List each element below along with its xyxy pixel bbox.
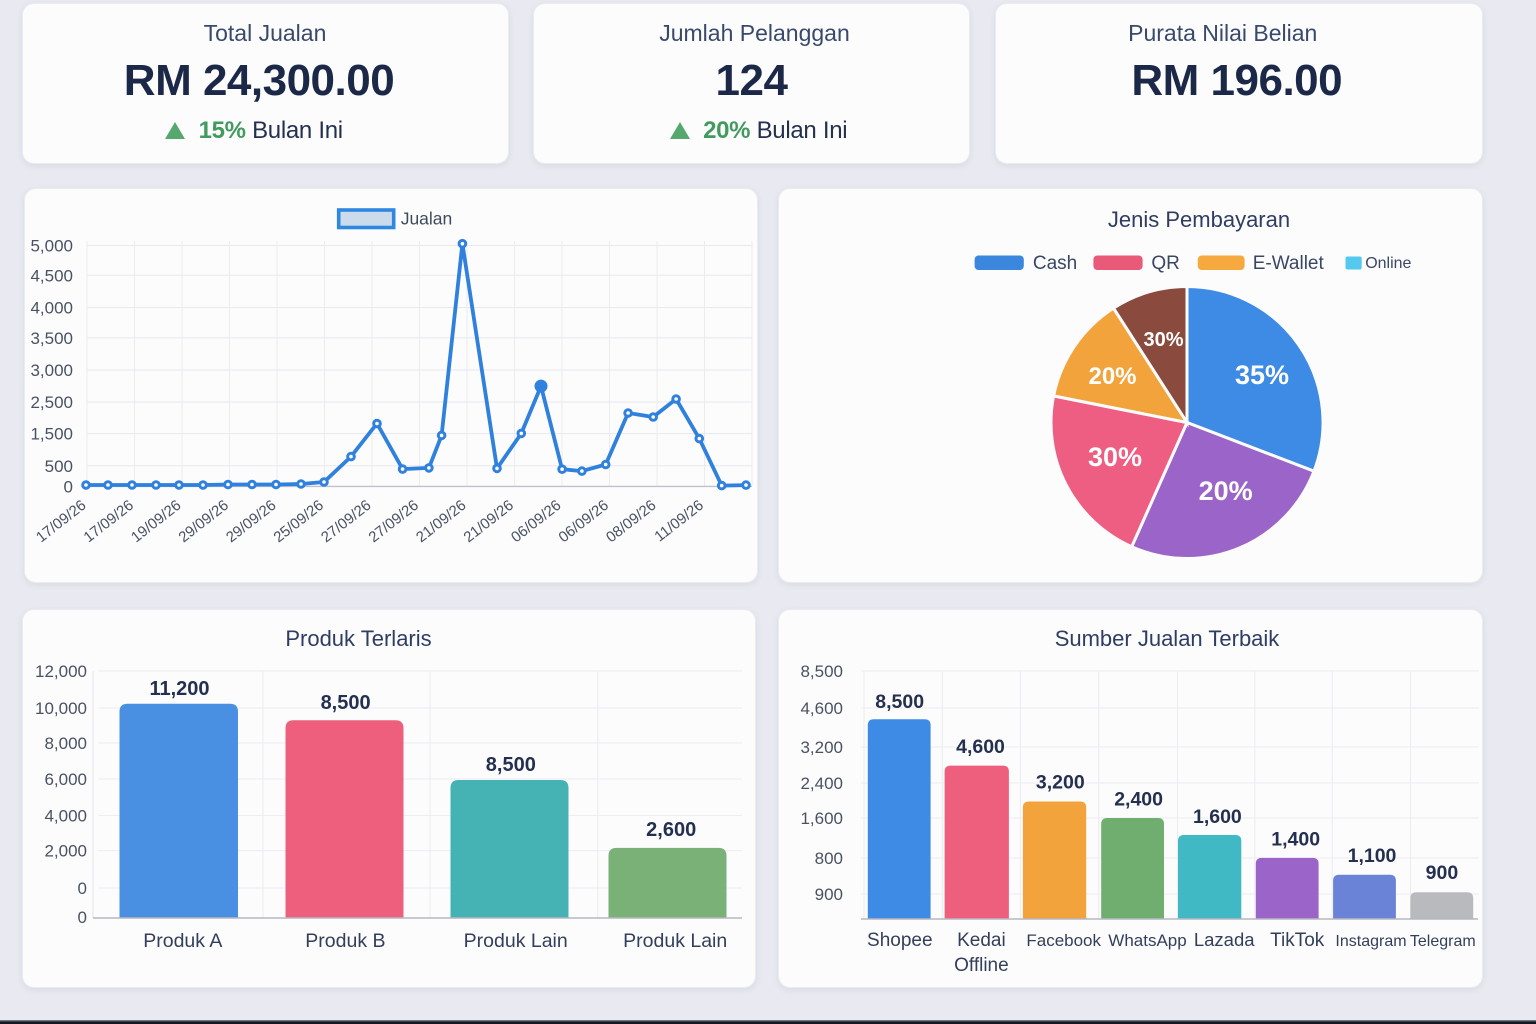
svg-text:8,500: 8,500	[320, 692, 370, 714]
svg-text:1,600: 1,600	[800, 809, 843, 828]
svg-text:WhatsApp: WhatsApp	[1108, 931, 1186, 950]
svg-text:Jenis Pembayaran: Jenis Pembayaran	[1108, 207, 1290, 232]
svg-text:800: 800	[815, 849, 843, 868]
svg-text:17/09/26: 17/09/26	[33, 497, 89, 546]
svg-text:11,200: 11,200	[149, 678, 209, 700]
svg-text:4,000: 4,000	[30, 299, 73, 318]
svg-text:Sumber Jualan Terbaik: Sumber Jualan Terbaik	[1055, 626, 1281, 651]
svg-text:8,500: 8,500	[875, 691, 924, 713]
svg-text:Facebook: Facebook	[1026, 931, 1101, 950]
svg-text:Produk B: Produk B	[305, 930, 385, 952]
svg-text:QR: QR	[1151, 253, 1180, 274]
svg-text:2,400: 2,400	[800, 774, 843, 793]
svg-text:12,000: 12,000	[35, 662, 87, 681]
svg-text:Produk Terlaris: Produk Terlaris	[285, 626, 431, 651]
svg-text:27/09/26: 27/09/26	[365, 497, 421, 546]
svg-text:21/09/26: 21/09/26	[460, 497, 516, 546]
svg-text:8,500: 8,500	[800, 662, 843, 681]
svg-text:5,000: 5,000	[30, 237, 73, 256]
svg-text:30%: 30%	[1143, 329, 1183, 351]
svg-text:900: 900	[1426, 862, 1459, 884]
svg-text:3,200: 3,200	[1036, 772, 1085, 794]
svg-text:8,000: 8,000	[44, 734, 87, 753]
svg-text:2,500: 2,500	[30, 393, 73, 412]
svg-text:Shopee: Shopee	[867, 930, 933, 951]
svg-text:Telegram: Telegram	[1410, 933, 1476, 950]
svg-text:11/09/26: 11/09/26	[651, 497, 707, 546]
svg-text:3,000: 3,000	[30, 361, 73, 380]
svg-text:2,400: 2,400	[1114, 789, 1163, 811]
svg-text:Produk A: Produk A	[143, 930, 222, 952]
svg-text:29/09/26: 29/09/26	[175, 497, 231, 546]
svg-text:Offline: Offline	[954, 955, 1009, 976]
svg-text:Jualan: Jualan	[401, 209, 453, 229]
svg-text:900: 900	[815, 885, 843, 904]
svg-text:2,000: 2,000	[44, 842, 87, 861]
svg-text:06/09/26: 06/09/26	[508, 497, 564, 546]
svg-text:10,000: 10,000	[35, 699, 87, 718]
svg-text:1,100: 1,100	[1348, 845, 1397, 867]
svg-text:Kedai: Kedai	[957, 930, 1006, 951]
svg-text:0: 0	[64, 477, 73, 496]
svg-text:4,600: 4,600	[800, 699, 843, 718]
svg-text:TikTok: TikTok	[1270, 930, 1325, 951]
svg-text:1,400: 1,400	[1271, 828, 1320, 850]
svg-text:19/09/26: 19/09/26	[128, 497, 184, 546]
svg-text:Cash: Cash	[1033, 253, 1077, 274]
svg-text:E-Wallet: E-Wallet	[1253, 253, 1325, 274]
svg-text:30%: 30%	[1088, 442, 1142, 472]
svg-text:2,600: 2,600	[646, 819, 696, 841]
svg-text:20%: 20%	[1199, 476, 1253, 506]
svg-text:Instagram: Instagram	[1335, 933, 1406, 950]
svg-text:4,500: 4,500	[30, 266, 73, 285]
svg-text:1,600: 1,600	[1193, 806, 1242, 828]
svg-text:0: 0	[77, 879, 86, 898]
svg-text:20%: 20%	[1088, 363, 1136, 390]
svg-text:27/09/26: 27/09/26	[318, 497, 374, 546]
svg-text:6,000: 6,000	[44, 770, 87, 789]
svg-text:0: 0	[77, 908, 86, 927]
svg-text:25/09/26: 25/09/26	[270, 497, 326, 546]
svg-text:35%: 35%	[1235, 360, 1289, 390]
svg-text:4,000: 4,000	[44, 807, 87, 826]
svg-text:17/09/26: 17/09/26	[80, 497, 136, 546]
svg-text:29/09/26: 29/09/26	[223, 497, 279, 546]
svg-text:3,500: 3,500	[30, 329, 73, 348]
svg-text:Produk Lain: Produk Lain	[463, 930, 567, 952]
svg-text:21/09/26: 21/09/26	[413, 497, 469, 546]
svg-text:4,600: 4,600	[956, 736, 1005, 758]
svg-text:1,500: 1,500	[30, 425, 73, 444]
svg-text:06/09/26: 06/09/26	[555, 497, 611, 546]
svg-text:08/09/26: 08/09/26	[603, 497, 659, 546]
svg-text:Produk Lain: Produk Lain	[623, 930, 727, 952]
svg-text:Online: Online	[1365, 255, 1411, 272]
svg-text:Lazada: Lazada	[1194, 929, 1255, 950]
svg-text:500: 500	[45, 457, 73, 476]
svg-text:3,200: 3,200	[800, 738, 843, 757]
svg-text:8,500: 8,500	[485, 754, 535, 776]
